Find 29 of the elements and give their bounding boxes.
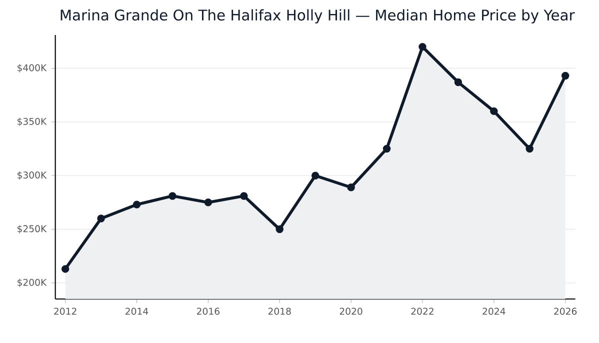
point [347, 184, 355, 192]
x-tick-label: 2012 [54, 308, 76, 315]
x-tick-label: 2026 [554, 308, 577, 315]
point [132, 200, 141, 208]
y-tick-label: $200K [18, 278, 47, 288]
y-tick-label: $250K [18, 225, 47, 234]
point [240, 192, 248, 200]
point [490, 107, 498, 116]
point [418, 42, 426, 51]
point [97, 214, 105, 222]
point [204, 198, 212, 206]
y-tick-label: $400K [18, 64, 47, 73]
x-tick-label: 2014 [126, 308, 148, 315]
point [561, 72, 570, 80]
y-tick-label: $350K [18, 118, 47, 126]
point [311, 172, 320, 180]
y-tick-label: $300K [18, 171, 47, 180]
x-tick-label: 2022 [411, 308, 434, 315]
x-tick-label: 2024 [482, 308, 506, 315]
x-tick-label: 2016 [197, 308, 220, 315]
point [382, 144, 391, 153]
point [168, 192, 176, 200]
chart-title: Marina Grande On The Halifax Holly Hill — Median Home Price by Year [60, 9, 575, 24]
point [276, 225, 284, 234]
x-tick-label: 2018 [268, 308, 291, 315]
point [526, 144, 534, 153]
point [454, 78, 462, 86]
point [61, 265, 70, 273]
x-tick-label: 2020 [340, 308, 362, 315]
